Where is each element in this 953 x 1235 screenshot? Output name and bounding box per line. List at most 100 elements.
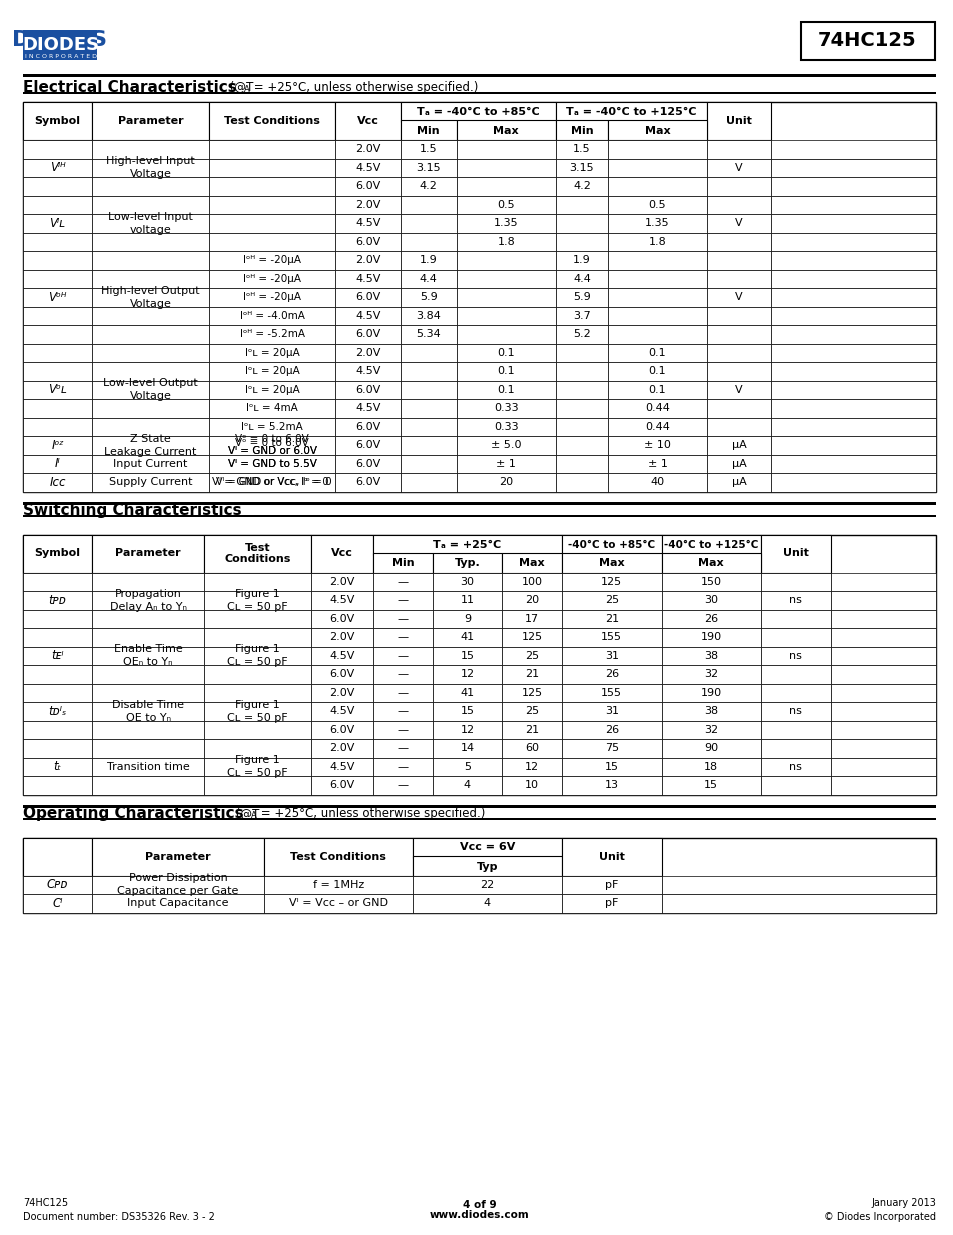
Bar [706, 399, 770, 417]
Text: 13: 13 [604, 781, 618, 790]
Text: Supply Current: Supply Current [109, 477, 193, 488]
Text: 74HC125
Document number: DS35326 Rev. 3 - 2: 74HC125 Document number: DS35326 Rev. 3 … [23, 1198, 214, 1221]
Bar [92, 473, 209, 492]
Text: 6.0V: 6.0V [355, 458, 380, 469]
Text: DIODES: DIODES [12, 30, 107, 49]
Bar [502, 701, 561, 720]
Text: 0.1: 0.1 [648, 348, 665, 358]
Text: 125: 125 [521, 688, 542, 698]
Bar [561, 592, 660, 610]
Bar [413, 837, 561, 857]
Bar [561, 701, 660, 720]
Text: 3.15: 3.15 [416, 163, 440, 173]
Text: —: — [396, 614, 408, 624]
Bar [209, 140, 335, 158]
Text: 2.0V: 2.0V [355, 348, 380, 358]
Text: 6.0V: 6.0V [355, 440, 380, 451]
Text: 9: 9 [463, 614, 471, 624]
Bar [23, 683, 92, 701]
Text: 6.0V: 6.0V [355, 477, 380, 488]
Bar [92, 876, 263, 894]
Bar [433, 573, 502, 592]
Text: 32: 32 [703, 669, 718, 679]
Bar [400, 325, 456, 343]
Bar [209, 269, 335, 288]
Bar [502, 683, 561, 701]
Text: Iᴵ: Iᴵ [54, 457, 60, 471]
Bar [92, 592, 204, 610]
Text: ns: ns [788, 706, 801, 716]
Text: Vᴵ = GND or Vᴄᴄ, Iᵒ = 0: Vᴵ = GND or Vᴄᴄ, Iᵒ = 0 [212, 477, 332, 488]
Bar [561, 739, 660, 757]
Text: Enable Time
OEₙ to Yₙ: Enable Time OEₙ to Yₙ [113, 645, 182, 667]
Bar [433, 701, 502, 720]
Bar [556, 473, 607, 492]
Bar [400, 140, 456, 158]
Text: Figure 1
Cʟ = 50 pF: Figure 1 Cʟ = 50 pF [227, 755, 288, 778]
Bar [311, 573, 373, 592]
Bar [204, 701, 311, 720]
Bar [23, 177, 92, 195]
Bar [373, 776, 433, 794]
Text: Max: Max [518, 558, 544, 568]
Bar [760, 573, 830, 592]
Text: Vᴵᴴ: Vᴵᴴ [50, 162, 66, 174]
Bar [561, 720, 660, 739]
Bar [23, 818, 935, 820]
Bar [400, 362, 456, 380]
Bar [92, 610, 204, 629]
Text: Input Current: Input Current [113, 458, 188, 469]
Text: Test Conditions: Test Conditions [224, 116, 319, 126]
Text: Max: Max [493, 126, 518, 136]
Text: 2.0V: 2.0V [329, 632, 355, 642]
Text: 25: 25 [524, 706, 538, 716]
Bar [400, 473, 456, 492]
Bar [23, 610, 92, 629]
Bar [335, 306, 400, 325]
Text: Unit: Unit [782, 548, 808, 558]
Bar [204, 646, 311, 664]
Bar [92, 646, 204, 664]
Text: μA: μA [731, 440, 745, 451]
Bar [556, 140, 607, 158]
Text: Vᴵ = GND or 6.0V: Vᴵ = GND or 6.0V [227, 446, 316, 456]
Bar [456, 195, 556, 214]
Text: Iᵒʟ = 5.2mA: Iᵒʟ = 5.2mA [241, 421, 302, 432]
Text: 6.0V: 6.0V [355, 421, 380, 432]
Text: 31: 31 [604, 651, 618, 661]
Bar [607, 454, 706, 473]
Bar [400, 158, 456, 177]
Text: Switching Characteristics: Switching Characteristics [23, 503, 241, 517]
Bar [456, 436, 556, 454]
Bar [23, 74, 935, 77]
Bar [335, 103, 400, 140]
Bar [556, 177, 607, 195]
Bar [23, 30, 97, 61]
Text: Vᵒ = 0 to 6.0V
Vᴵ = GND or 6.0V: Vᵒ = 0 to 6.0V Vᴵ = GND or 6.0V [227, 435, 316, 456]
Text: 4 of 9: 4 of 9 [462, 1200, 496, 1210]
Bar [373, 552, 433, 573]
Bar [311, 701, 373, 720]
Bar [335, 158, 400, 177]
Bar [607, 399, 706, 417]
Bar [456, 251, 556, 269]
Text: 4.5V: 4.5V [355, 163, 380, 173]
Text: ± 5.0: ± 5.0 [491, 440, 521, 451]
Bar [335, 232, 400, 251]
Bar [556, 232, 607, 251]
Bar [706, 269, 770, 288]
Bar [209, 177, 335, 195]
Bar [607, 306, 706, 325]
Bar [311, 757, 373, 776]
Text: Symbol: Symbol [34, 116, 80, 126]
Bar [502, 664, 561, 683]
Bar [502, 552, 561, 573]
Text: Iᵒʟ = 4mA: Iᵒʟ = 4mA [246, 404, 297, 414]
Text: 5.9: 5.9 [573, 293, 590, 303]
Bar [92, 140, 209, 158]
Bar [660, 646, 760, 664]
Bar [209, 195, 335, 214]
Bar [770, 399, 935, 417]
Text: —: — [396, 725, 408, 735]
Text: 4.5V: 4.5V [329, 762, 355, 772]
